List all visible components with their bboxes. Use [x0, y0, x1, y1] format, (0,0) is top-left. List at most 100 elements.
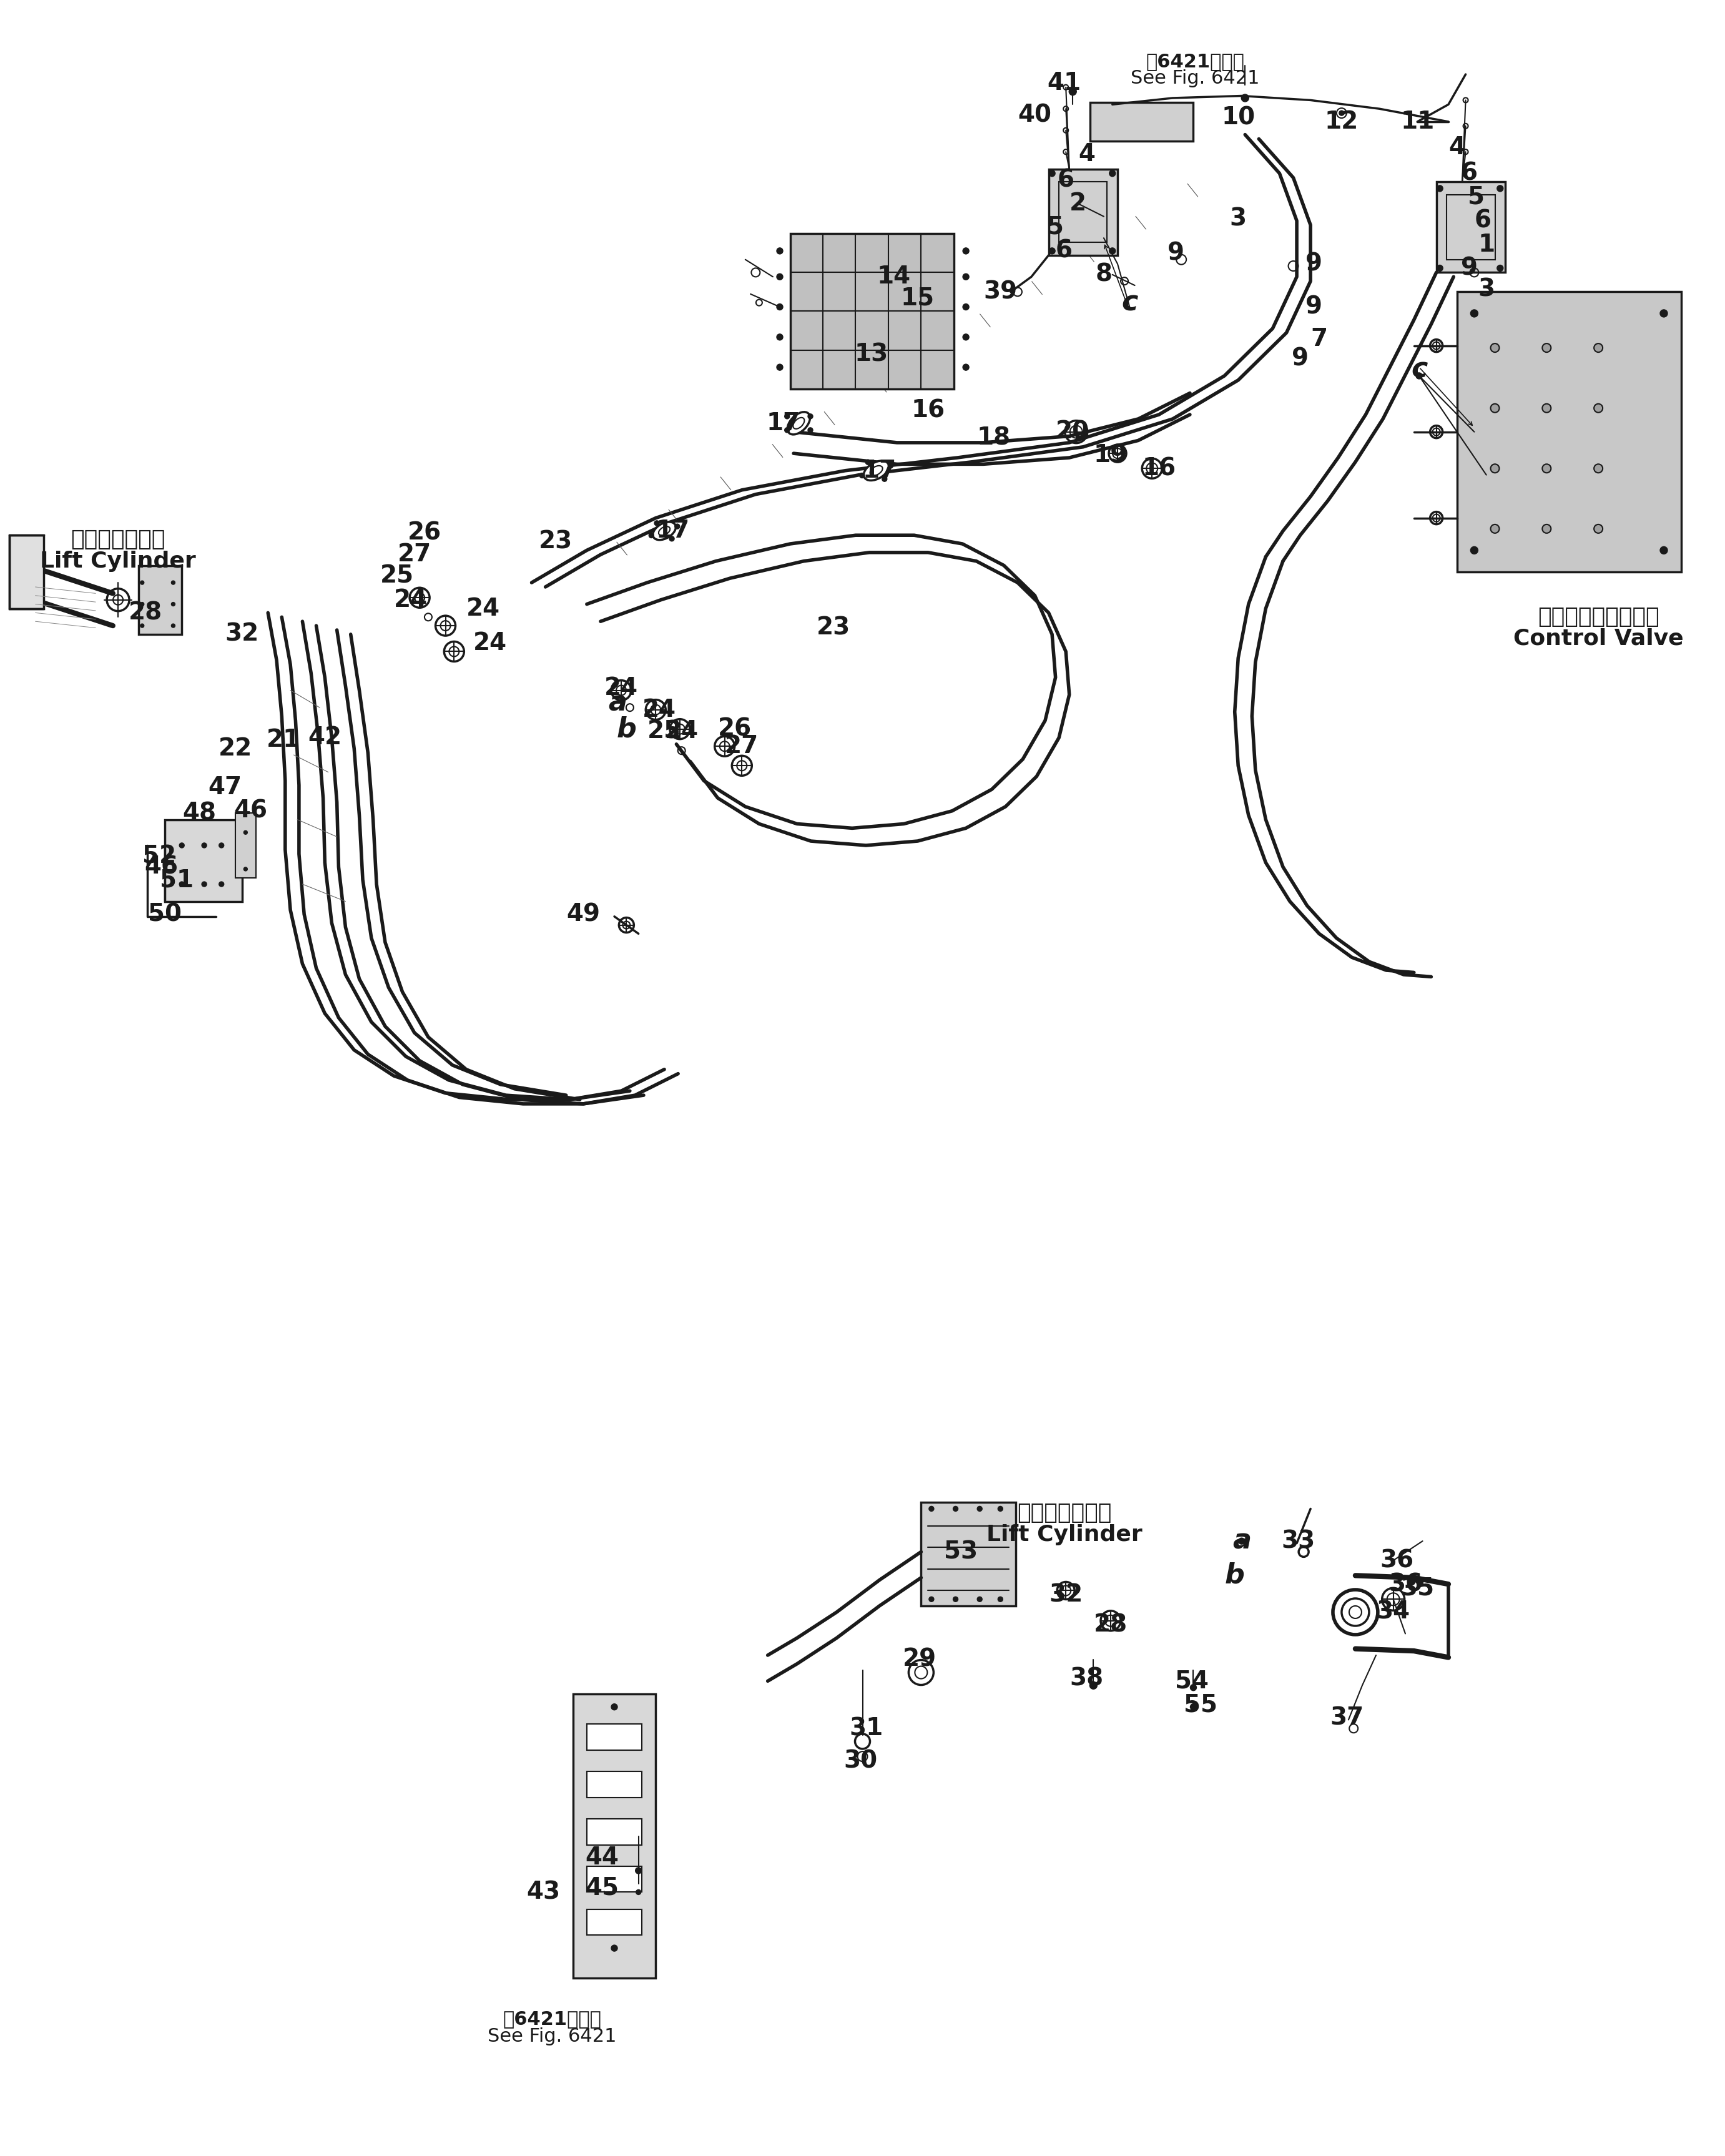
Circle shape: [997, 1507, 1002, 1511]
Text: 9: 9: [1292, 347, 1309, 371]
Ellipse shape: [652, 522, 676, 539]
Text: c: c: [1411, 356, 1427, 384]
Text: 24: 24: [393, 589, 428, 612]
Text: 35: 35: [1401, 1576, 1433, 1600]
Text: b: b: [616, 716, 637, 742]
Circle shape: [1109, 170, 1116, 177]
Circle shape: [1070, 88, 1076, 95]
Text: 24: 24: [473, 632, 507, 655]
Text: 27: 27: [397, 543, 431, 567]
Text: 24: 24: [642, 699, 676, 722]
Text: Lift Cylinder: Lift Cylinder: [40, 550, 197, 571]
Text: 36: 36: [1380, 1548, 1413, 1572]
Bar: [790, 233, 954, 388]
Circle shape: [1239, 1537, 1245, 1544]
Circle shape: [637, 1889, 642, 1895]
Text: 20: 20: [1056, 420, 1090, 444]
Circle shape: [930, 1507, 933, 1511]
Text: 8: 8: [1095, 263, 1113, 287]
Circle shape: [952, 1598, 957, 1602]
Circle shape: [785, 414, 790, 418]
Bar: [1458, 291, 1682, 571]
Circle shape: [140, 623, 145, 627]
Text: b: b: [1225, 1563, 1245, 1589]
Circle shape: [930, 1598, 933, 1602]
Ellipse shape: [869, 466, 883, 476]
Text: 52: 52: [143, 845, 176, 869]
Bar: [164, 819, 242, 901]
Text: 41: 41: [1047, 71, 1082, 95]
Text: 29: 29: [902, 1647, 937, 1671]
Ellipse shape: [659, 526, 669, 535]
Bar: [9, 535, 43, 608]
Circle shape: [1109, 248, 1116, 254]
Text: 24: 24: [604, 677, 638, 701]
Circle shape: [649, 533, 654, 537]
Text: 11: 11: [1401, 110, 1433, 134]
Text: 6: 6: [1461, 162, 1478, 185]
Circle shape: [1090, 1682, 1097, 1688]
Circle shape: [1490, 524, 1499, 533]
Bar: [1437, 181, 1506, 272]
Circle shape: [952, 1507, 957, 1511]
Text: 53: 53: [944, 1539, 978, 1563]
Text: 19: 19: [1094, 444, 1128, 468]
Circle shape: [976, 1507, 982, 1511]
Text: Lift Cylinder: Lift Cylinder: [987, 1524, 1142, 1546]
Circle shape: [140, 602, 145, 606]
Text: 36: 36: [1389, 1572, 1421, 1595]
Circle shape: [1416, 373, 1421, 379]
Bar: [587, 1910, 642, 1936]
Circle shape: [1659, 548, 1668, 554]
Circle shape: [219, 843, 224, 847]
Bar: [235, 813, 255, 877]
Circle shape: [171, 602, 174, 606]
Circle shape: [1190, 1684, 1197, 1690]
Circle shape: [1437, 185, 1442, 192]
Circle shape: [611, 1945, 618, 1951]
Circle shape: [807, 414, 812, 418]
Text: c: c: [1121, 289, 1139, 317]
Bar: [587, 1820, 642, 1846]
Text: 44: 44: [585, 1846, 619, 1869]
Text: 9: 9: [1168, 241, 1185, 265]
Circle shape: [243, 830, 247, 834]
Circle shape: [654, 520, 659, 526]
Text: 14: 14: [876, 265, 911, 289]
Text: 26: 26: [718, 718, 752, 742]
Text: a: a: [1232, 1529, 1251, 1554]
Ellipse shape: [794, 418, 804, 429]
Bar: [587, 1867, 642, 1893]
Text: 9: 9: [1306, 295, 1323, 319]
Text: 21: 21: [267, 729, 300, 752]
Circle shape: [1490, 403, 1499, 412]
Text: 31: 31: [849, 1716, 883, 1740]
Circle shape: [219, 882, 224, 886]
Circle shape: [807, 427, 812, 433]
Text: 51: 51: [160, 869, 193, 893]
Circle shape: [1339, 110, 1344, 116]
Text: 9: 9: [1306, 252, 1323, 276]
Text: 17: 17: [863, 459, 897, 483]
Text: See Fig. 6421: See Fig. 6421: [488, 2027, 618, 2046]
Circle shape: [1542, 524, 1551, 533]
Text: 18: 18: [976, 427, 1011, 451]
Circle shape: [963, 364, 969, 371]
Bar: [138, 565, 181, 634]
Text: 54: 54: [1175, 1669, 1209, 1692]
Circle shape: [611, 1703, 618, 1710]
Text: 2: 2: [1070, 192, 1087, 216]
Circle shape: [881, 476, 887, 481]
Circle shape: [1594, 524, 1603, 533]
Text: 3: 3: [1230, 207, 1247, 231]
Text: 4: 4: [1449, 136, 1466, 160]
Text: 42: 42: [309, 727, 342, 750]
Circle shape: [171, 623, 174, 627]
Text: 6: 6: [1475, 209, 1492, 233]
Text: 9: 9: [1461, 257, 1478, 280]
Circle shape: [674, 524, 680, 528]
Text: a: a: [609, 690, 628, 716]
Circle shape: [1594, 403, 1603, 412]
Text: 3: 3: [1478, 278, 1496, 302]
Bar: [1049, 168, 1118, 254]
